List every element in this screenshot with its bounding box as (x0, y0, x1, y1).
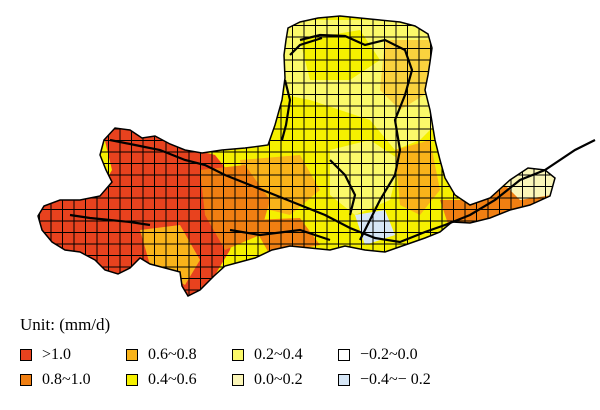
legend-item-6: 0.0~0.2 (232, 371, 303, 389)
legend-item-1: >1.0 (20, 346, 71, 364)
legend-label-5: 0.2~0.4 (254, 346, 303, 363)
swatch-6 (232, 374, 244, 386)
swatch-5 (232, 349, 244, 361)
swatch-7 (338, 349, 350, 361)
swatch-1 (20, 349, 32, 361)
legend-label-2: 0.8~1.0 (42, 371, 91, 388)
swatch-3 (126, 349, 138, 361)
swatch-4 (126, 374, 138, 386)
river-lines (69, 33, 596, 244)
basin-map (37, 15, 596, 297)
legend-item-7: −0.2~0.0 (338, 346, 418, 364)
legend-label-7: −0.2~0.0 (360, 346, 418, 363)
legend-item-8: −0.4~− 0.2 (338, 371, 431, 389)
legend-item-2: 0.8~1.0 (20, 371, 91, 389)
legend-item-3: 0.6~0.8 (126, 346, 197, 364)
legend-item-5: 0.2~0.4 (232, 346, 303, 364)
swatch-8 (338, 374, 350, 386)
legend-label-3: 0.6~0.8 (148, 346, 197, 363)
swatch-2 (20, 374, 32, 386)
legend-title: Unit: (mm/d) (20, 315, 111, 334)
legend-label-4: 0.4~0.6 (148, 371, 197, 388)
legend-label-6: 0.0~0.2 (254, 371, 303, 388)
legend-item-4: 0.4~0.6 (126, 371, 197, 389)
legend-label-1: >1.0 (42, 346, 72, 363)
legend-label-8: −0.4~− 0.2 (360, 371, 431, 388)
